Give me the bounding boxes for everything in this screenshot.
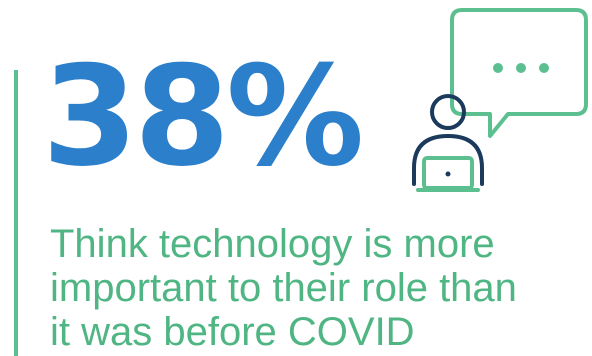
caption-line: it was before COVID [50, 310, 415, 354]
laptop-icon [416, 156, 480, 192]
stat-caption: Think technology is more important to th… [50, 222, 570, 354]
speech-bubble-icon [450, 8, 588, 138]
stat-value: 38% [42, 36, 364, 197]
person-at-laptop-with-speech-bubble-icon [410, 8, 590, 198]
dot-icon [493, 63, 503, 73]
caption-line: important to their role than [50, 266, 517, 310]
dot-icon [539, 63, 549, 73]
dot-icon [516, 63, 526, 73]
person-icon [412, 94, 484, 186]
caption-line: Think technology is more [50, 222, 495, 266]
accent-bar [14, 70, 18, 356]
